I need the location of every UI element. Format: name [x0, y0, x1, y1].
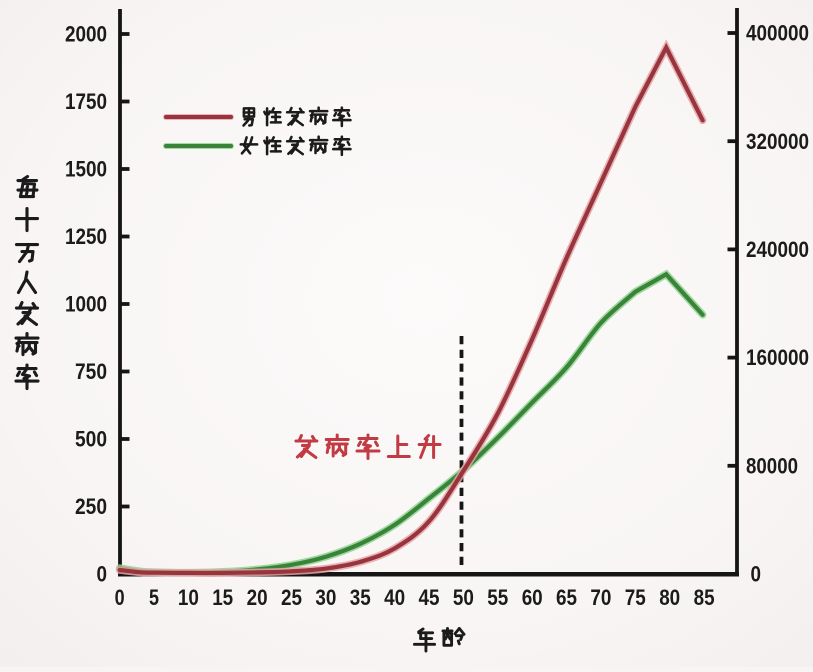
svg-text:35: 35 — [350, 585, 371, 610]
svg-text:1750: 1750 — [65, 89, 107, 114]
svg-text:1000: 1000 — [65, 292, 107, 317]
svg-text:750: 750 — [75, 359, 107, 384]
svg-text:0: 0 — [115, 585, 125, 610]
svg-text:240000: 240000 — [746, 237, 809, 262]
svg-text:0: 0 — [751, 562, 762, 587]
svg-text:75: 75 — [625, 585, 646, 610]
svg-text:1250: 1250 — [65, 224, 107, 249]
svg-text:85: 85 — [694, 585, 715, 610]
svg-text:20: 20 — [247, 585, 268, 610]
svg-text:500: 500 — [75, 427, 107, 452]
svg-text:250: 250 — [75, 494, 107, 519]
svg-text:15: 15 — [212, 585, 233, 610]
svg-text:400000: 400000 — [746, 21, 809, 46]
svg-text:2000: 2000 — [65, 22, 107, 47]
svg-text:80: 80 — [659, 585, 680, 610]
svg-text:45: 45 — [419, 585, 440, 610]
svg-text:40: 40 — [384, 585, 405, 610]
svg-text:60: 60 — [522, 585, 543, 610]
svg-text:70: 70 — [590, 585, 611, 610]
svg-text:50: 50 — [453, 585, 474, 610]
svg-text:0: 0 — [97, 562, 108, 587]
svg-text:5: 5 — [149, 585, 159, 610]
svg-text:160000: 160000 — [746, 345, 809, 370]
svg-text:55: 55 — [487, 585, 508, 610]
svg-text:80000: 80000 — [746, 453, 798, 478]
svg-text:1500: 1500 — [65, 157, 107, 182]
svg-text:65: 65 — [556, 585, 577, 610]
svg-text:25: 25 — [281, 585, 302, 610]
svg-text:30: 30 — [315, 585, 336, 610]
svg-text:320000: 320000 — [746, 129, 809, 154]
svg-text:10: 10 — [178, 585, 199, 610]
